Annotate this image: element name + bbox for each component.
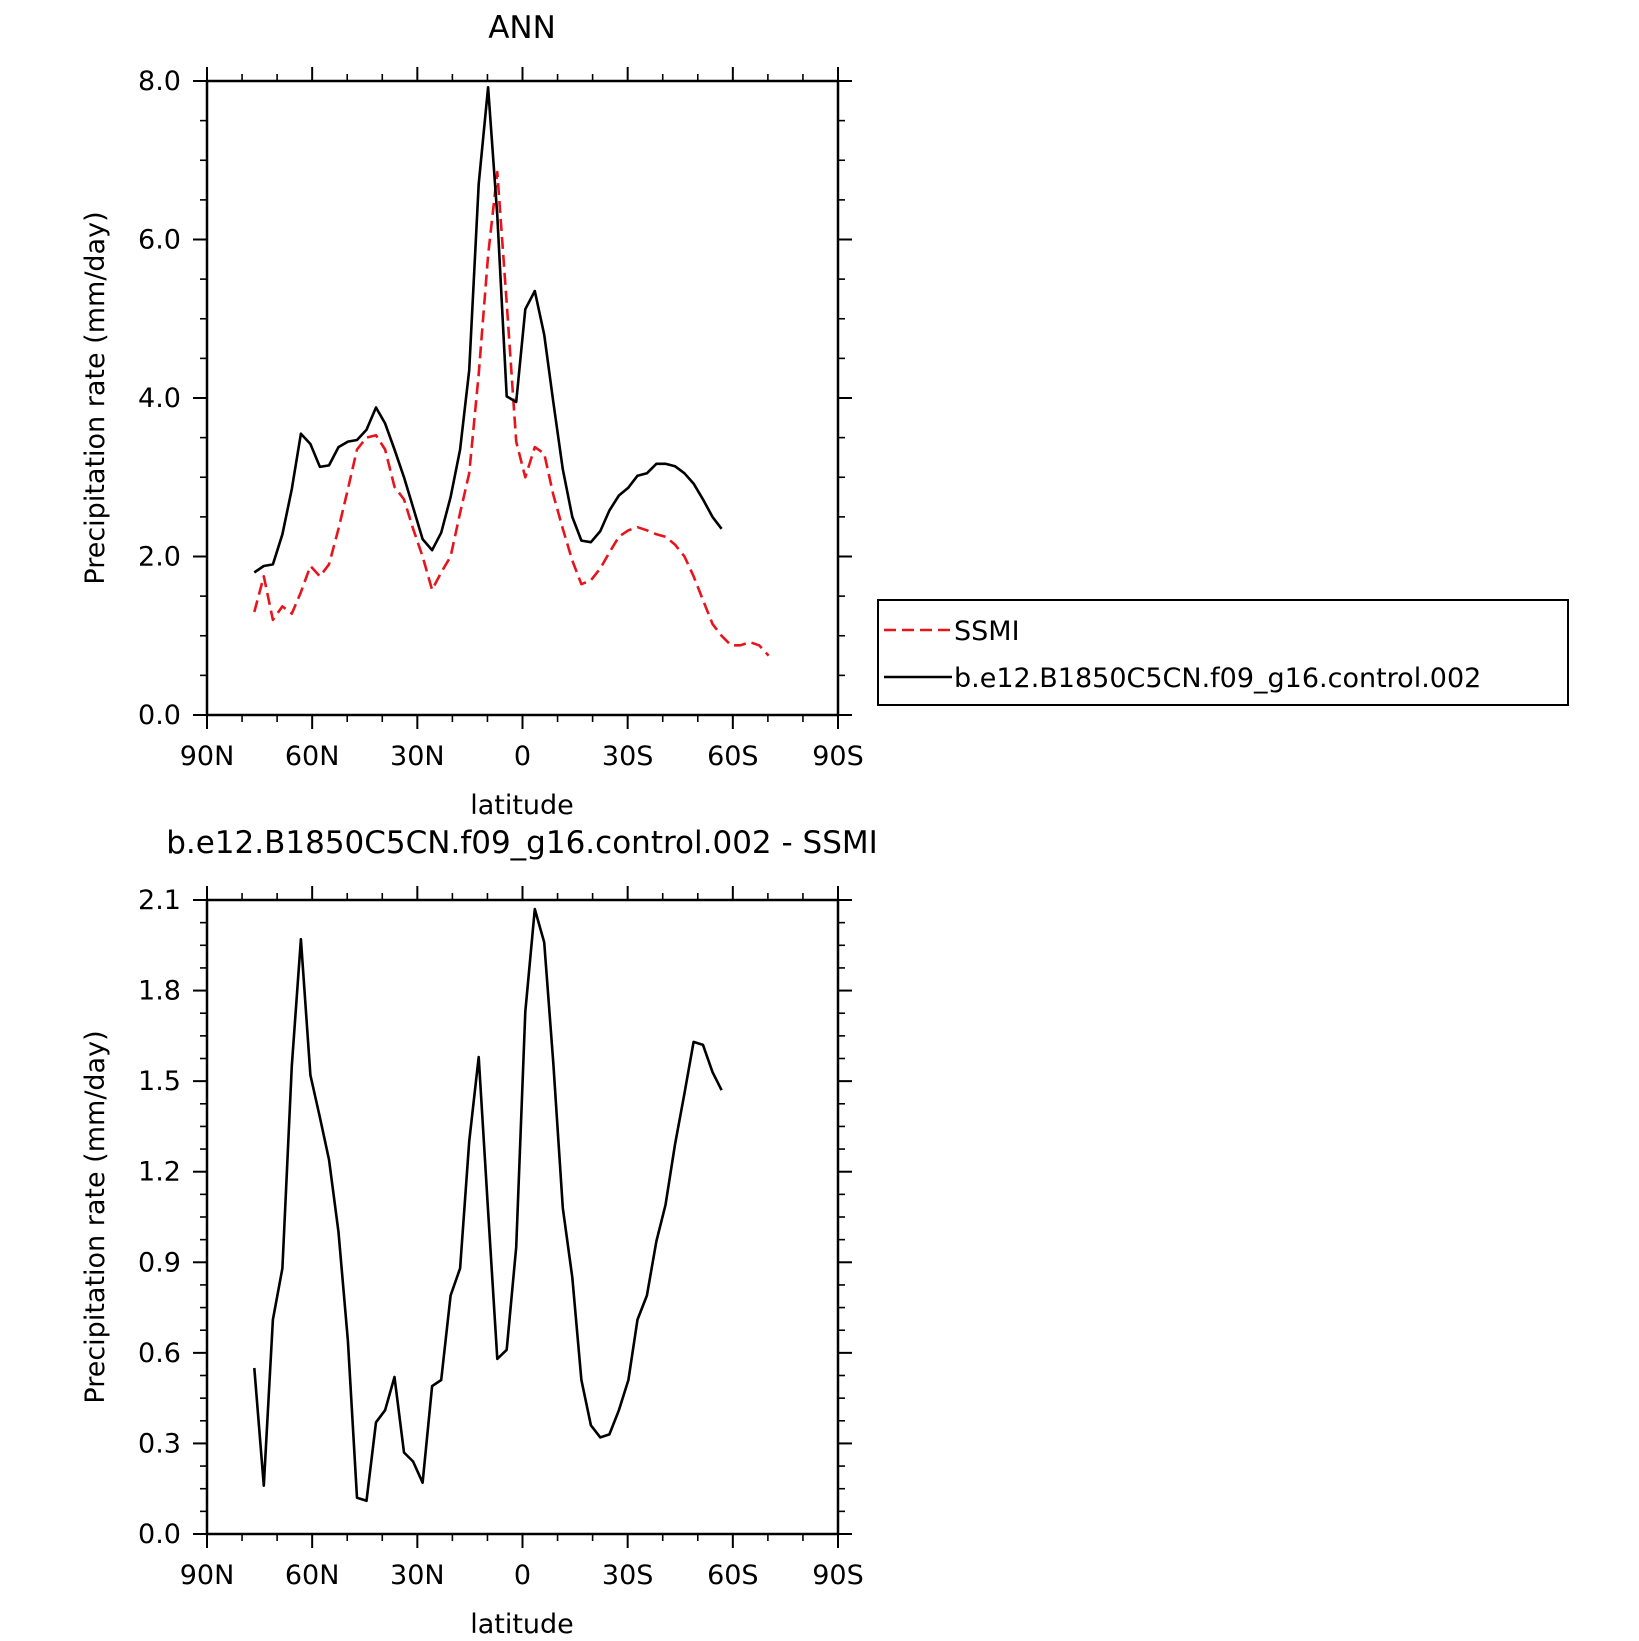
y-axis-title: Precipitation rate (mm/day) [80,211,111,584]
x-tick-labels: 90N 60N 30N 0 30S 60S 90S [180,1560,864,1591]
y-tick-label: 0.9 [138,1247,181,1278]
y-tick-label: 8.0 [138,66,181,97]
plot-frame [205,898,840,1536]
legend-box [877,599,1569,706]
y-tick-labels: 0.0 0.3 0.6 0.9 1.2 1.5 1.8 2.1 [138,885,181,1550]
x-tick-label: 30S [602,1560,654,1591]
chart-title: b.e12.B1850C5CN.f09_g16.control.002 - SS… [166,825,878,861]
axis-ticks [193,67,852,729]
y-tick-label: 0.0 [138,700,181,731]
y-tick-label: 0.6 [138,1338,181,1369]
series-line-model [253,86,723,574]
x-tick-label: 90N [180,741,235,772]
y-axis-title: Precipitation rate (mm/day) [80,1030,111,1403]
y-tick-labels: 0.0 2.0 4.0 6.0 8.0 [138,66,181,731]
x-tick-label: 60S [707,1560,759,1591]
x-axis-title: latitude [470,790,574,821]
x-tick-label: 0 [514,1560,531,1591]
legend-label-model: b.e12.B1850C5CN.f09_g16.control.002 [954,663,1481,694]
chart-title: ANN [488,10,556,46]
y-tick-label: 1.2 [138,1157,181,1188]
x-tick-label: 30N [390,741,445,772]
y-tick-label: 4.0 [138,383,181,414]
annual-mean-chart: 90N 60N 30N 0 30S 60S 90S 0.02.04.06.08.0 ANN … [80,10,864,821]
y-tick-label: 2.1 [138,885,181,916]
x-axis-title: latitude [470,1609,574,1640]
x-tick-label: 0 [514,741,531,772]
axis-ticks [193,886,852,1548]
legend-label-ssmi: SSMI [954,616,1020,647]
x-tick-label: 90S [812,1560,864,1591]
y-tick-label: 0.3 [138,1428,181,1459]
legend: SSMI b.e12.B1850C5CN.f09_g16.control.002 [877,599,1569,706]
difference-chart: 90N 60N 30N 0 30S 60S 90S 0.0 0.3 0.6 0.9 1.2 1.5 1.… [80,825,878,1640]
x-tick-label: 30N [390,1560,445,1591]
y-tick-label: 2.0 [138,542,181,573]
x-tick-label: 60N [285,741,340,772]
plot-frame [205,79,840,717]
x-tick-label: 30S [602,741,654,772]
x-tick-label: 60S [707,741,759,772]
x-tick-label: 90N [180,1560,235,1591]
x-tick-label: 90S [812,741,864,772]
series-layer [253,86,770,657]
series-line-model [253,907,723,1503]
y-tick-label: 1.8 [138,976,181,1007]
y-tick-label: 1.5 [138,1066,181,1097]
x-tick-labels: 90N 60N 30N 0 30S 60S 90S [180,741,864,772]
series-layer [253,907,723,1503]
y-tick-label: 0.0 [138,1519,181,1550]
x-tick-label: 60N [285,1560,340,1591]
series-line-ssmi [253,170,770,657]
y-tick-label: 6.0 [138,225,181,256]
